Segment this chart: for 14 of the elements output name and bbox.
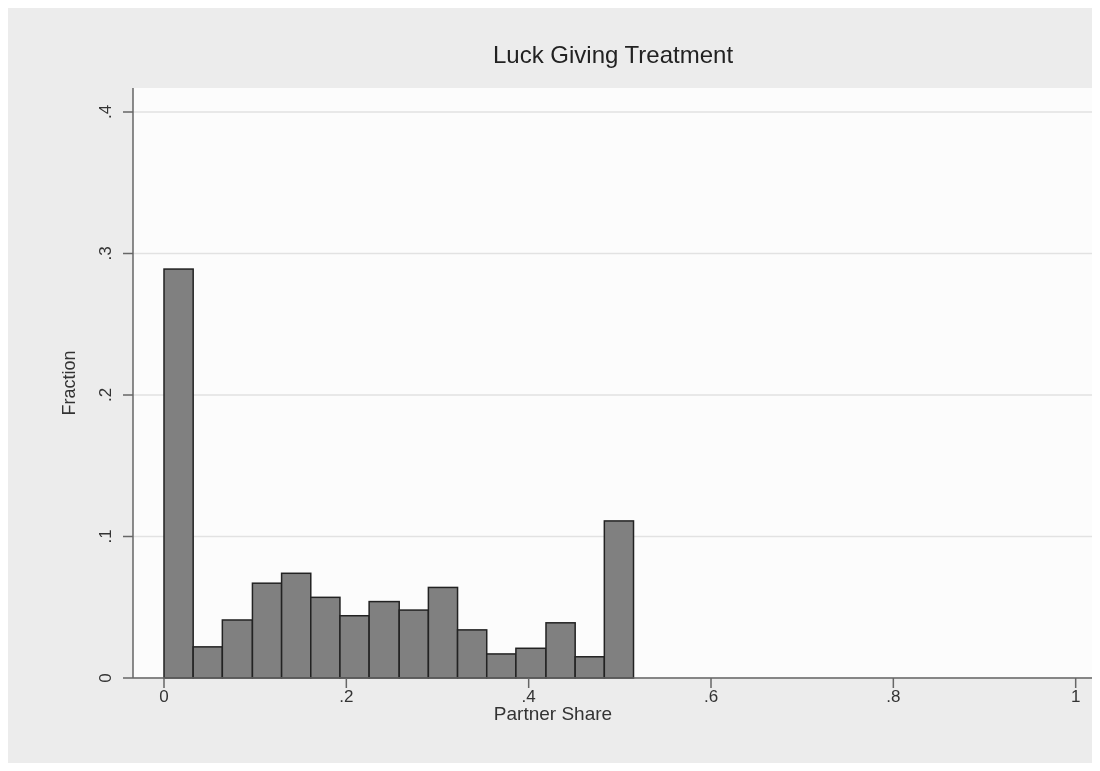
y-axis-title: Fraction <box>59 350 79 416</box>
x-tick-label: 1 <box>1070 687 1081 706</box>
y-tick-label: .1 <box>96 529 115 544</box>
y-tick-label: .4 <box>96 104 115 120</box>
y-tick-label: 0 <box>96 673 115 683</box>
x-tick-label: 0 <box>159 687 169 706</box>
x-tick-label: .4 <box>521 687 536 706</box>
y-tick-label: .2 <box>96 387 115 403</box>
chart-title: Luck Giving Treatment <box>492 41 734 68</box>
x-tick-label: .8 <box>886 687 901 706</box>
y-tick-label: .3 <box>96 246 115 261</box>
x-tick-label: .2 <box>339 687 354 706</box>
x-tick-label: .6 <box>703 687 719 706</box>
x-axis-title: Partner Share <box>493 703 613 724</box>
